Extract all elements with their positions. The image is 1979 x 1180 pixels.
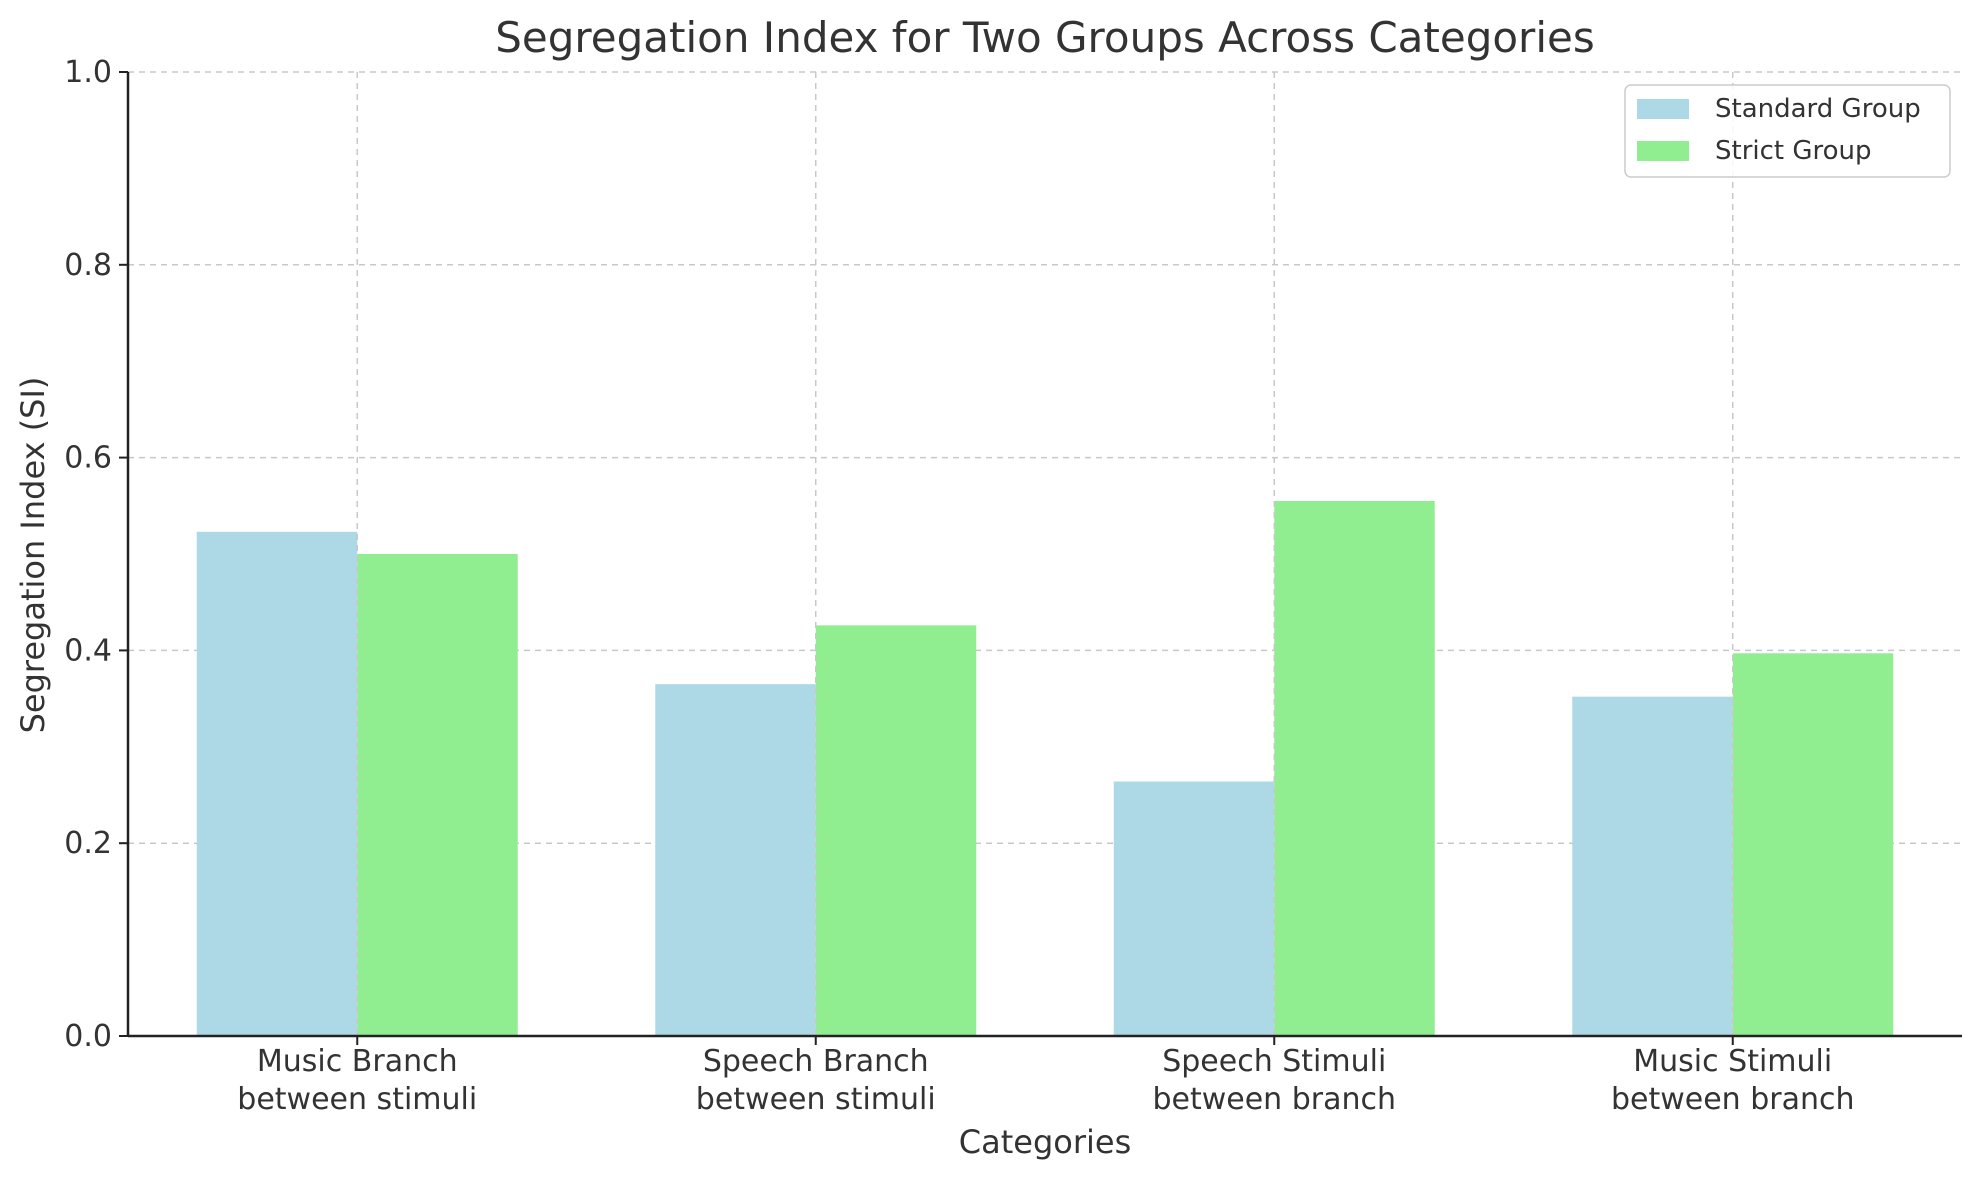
bar-strict-group	[357, 554, 518, 1036]
bar-standard-group	[196, 531, 358, 1036]
y-tick-label: 0.6	[64, 441, 112, 476]
y-tick-label: 0.8	[64, 248, 112, 283]
bars-layer	[196, 72, 1894, 1037]
y-tick-label: 1.0	[64, 55, 112, 90]
x-tick-label: between stimuli	[237, 1082, 477, 1117]
x-axis-label: Categories	[959, 1123, 1131, 1161]
legend-box	[1624, 84, 1951, 178]
x-tick-label: between branch	[1152, 1082, 1396, 1117]
bar-strict-group	[1274, 500, 1435, 1037]
legend-swatch-strict-group	[1637, 141, 1689, 161]
x-tick-label: Speech Branch	[703, 1044, 929, 1079]
legend-label-standard-group: Standard Group	[1715, 94, 1921, 124]
bar-standard-group	[1572, 696, 1733, 1036]
x-tick-label: Speech Stimuli	[1162, 1044, 1386, 1079]
y-tick-label: 0.2	[64, 826, 112, 861]
x-tick-label: Music Branch	[257, 1044, 458, 1079]
bar-strict-group	[815, 625, 977, 1036]
y-tick-label: 0.4	[64, 633, 112, 668]
y-tick-label: 0.0	[64, 1019, 112, 1054]
y-axis-label: Segregation Index (SI)	[14, 377, 52, 734]
legend-swatch-standard-group	[1637, 99, 1689, 119]
x-tick-label: Music Stimuli	[1633, 1044, 1832, 1079]
bar-standard-group	[655, 684, 816, 1036]
bar-strict-group	[1732, 653, 1894, 1036]
legend: Standard Group Strict Group	[1624, 84, 1951, 178]
x-tick-label: between stimuli	[696, 1082, 936, 1117]
bar-standard-group	[1113, 781, 1275, 1036]
x-tick-label: between branch	[1611, 1082, 1855, 1117]
legend-label-strict-group: Strict Group	[1715, 136, 1872, 166]
chart-title: Segregation Index for Two Groups Across …	[495, 13, 1594, 62]
